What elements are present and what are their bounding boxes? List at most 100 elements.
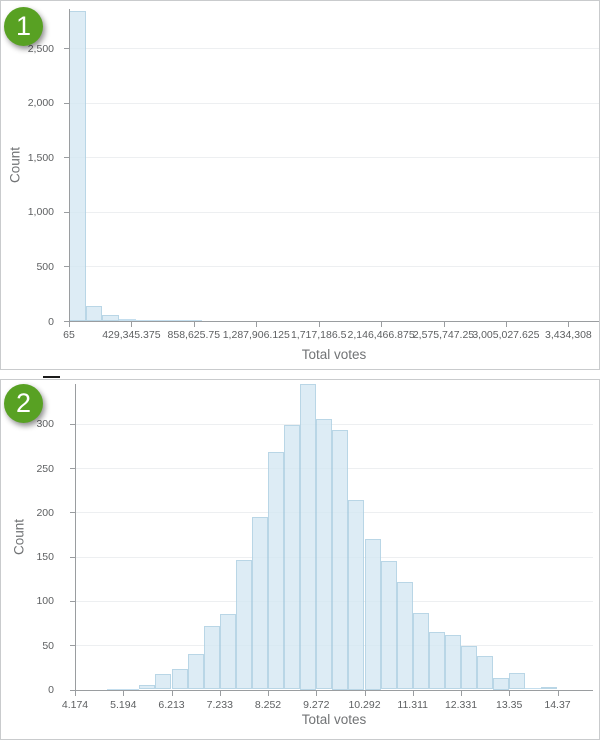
x-tick [316,690,318,696]
x-tick-label: 11.311 [397,698,428,711]
y-tick [70,689,75,691]
y-tick-label: 2,000 [27,97,54,110]
x-tick [219,690,221,696]
x-tick-label: 1,287,906.125 [222,329,290,341]
y-tick-label: 0 [48,315,54,328]
histogram-bar [380,561,397,690]
histogram-bar [171,669,188,690]
histogram-bar [152,320,170,321]
x-tick [364,690,366,696]
y-tick [64,157,69,159]
y-tick-label: 150 [36,551,54,564]
x-tick [568,322,570,327]
x-tick [505,322,507,327]
x-tick [193,322,195,327]
x-axis-line [69,321,599,322]
histogram-bar [477,655,494,690]
histogram-bar [444,634,461,690]
gridline [69,266,599,268]
x-tick-label: 858,625.75 [167,329,221,341]
histogram-bar [364,539,381,690]
step-badge-1: 1 [4,7,43,46]
x-tick [256,322,258,327]
y-tick [64,321,69,322]
y-tick [70,423,75,425]
x-tick [268,690,269,696]
y-tick-label: 1,500 [27,151,54,164]
y-tick [64,266,69,268]
x-tick-label: 5.194 [110,698,137,711]
x-axis-line [75,689,593,691]
x-tick-label: 2,146,466.875 [347,329,415,341]
x-tick [509,690,511,696]
x-axis-title: Total votes [301,712,367,727]
x-tick-label: 7.233 [206,698,233,711]
gridline [69,48,599,49]
histogram-bar [525,687,542,690]
x-tick [171,690,173,696]
y-tick-label: 100 [36,595,54,608]
x-tick-label: 10.292 [348,698,381,711]
histogram-bar [187,654,204,690]
x-tick-label: 14.37 [544,698,571,711]
y-tick [70,556,75,558]
x-tick [75,690,76,696]
step-badge-2: 2 [4,384,43,423]
y-tick-label: 50 [42,639,54,652]
histogram-bar [139,685,156,690]
histogram-bar [102,315,120,321]
histogram-bar [219,614,236,690]
histogram-bar [155,674,172,690]
x-tick [318,322,320,327]
x-tick [412,690,414,696]
x-tick [443,322,445,327]
x-tick [381,322,383,327]
x-tick-label: 3,434,308 [545,329,592,341]
histogram-bar [412,613,429,690]
x-tick-label: 4.174 [61,698,89,711]
histogram-bar [251,516,268,690]
y-tick-label: 1,000 [27,206,54,219]
y-tick-label: 200 [36,506,54,519]
stray-dash-artifact [43,376,60,378]
histogram-bar [169,320,186,321]
y-tick [70,645,75,647]
x-tick-label: 3,005,027.625 [472,329,540,341]
y-tick [64,48,69,49]
x-tick-label: 1,717,186.5 [290,329,347,341]
histogram-bar [493,678,510,690]
histogram-bar [107,688,124,690]
histogram-bar [268,452,285,690]
y-tick-label: 2,500 [27,42,54,55]
x-tick-label: 13.35 [496,698,523,711]
histogram-bar [428,631,445,690]
x-tick-label: 8.252 [254,698,282,711]
histogram-bar [69,11,86,321]
histogram-bar [284,424,301,690]
x-tick [461,690,462,696]
chart-panel-2: 0 50 100 150 200 250 300 4.174 5.194 6.213 7.233 8.… [0,379,600,740]
x-tick-label: 9.272 [303,698,330,711]
histogram-raw-total-votes: 0 500 1,000 1,500 2,000 2,500 65 429,345.375 858… [1,1,599,369]
x-tick-label: 429,345.375 [102,329,161,341]
x-tick [123,690,125,696]
histogram-bar [541,686,558,690]
chart-panel-1: 0 500 1,000 1,500 2,000 2,500 65 429,345.375 858… [0,0,600,370]
gridline [69,102,599,104]
histogram-bar [461,646,478,690]
x-tick-label: 6.213 [158,698,185,711]
gridline [75,423,593,425]
histogram-bar [185,320,203,321]
x-tick [557,690,559,696]
histogram-bar [203,625,220,690]
y-axis-title: Count [7,146,23,184]
histogram-bar [119,319,136,321]
histogram-log-total-votes: 0 50 100 150 200 250 300 4.174 5.194 6.213 7.233 8.… [1,380,599,739]
histogram-bar [348,500,365,690]
y-axis-line [69,9,70,321]
gridline [69,211,599,213]
x-tick [69,322,70,327]
y-tick-label: 250 [36,462,54,475]
histogram-bar [123,688,140,690]
